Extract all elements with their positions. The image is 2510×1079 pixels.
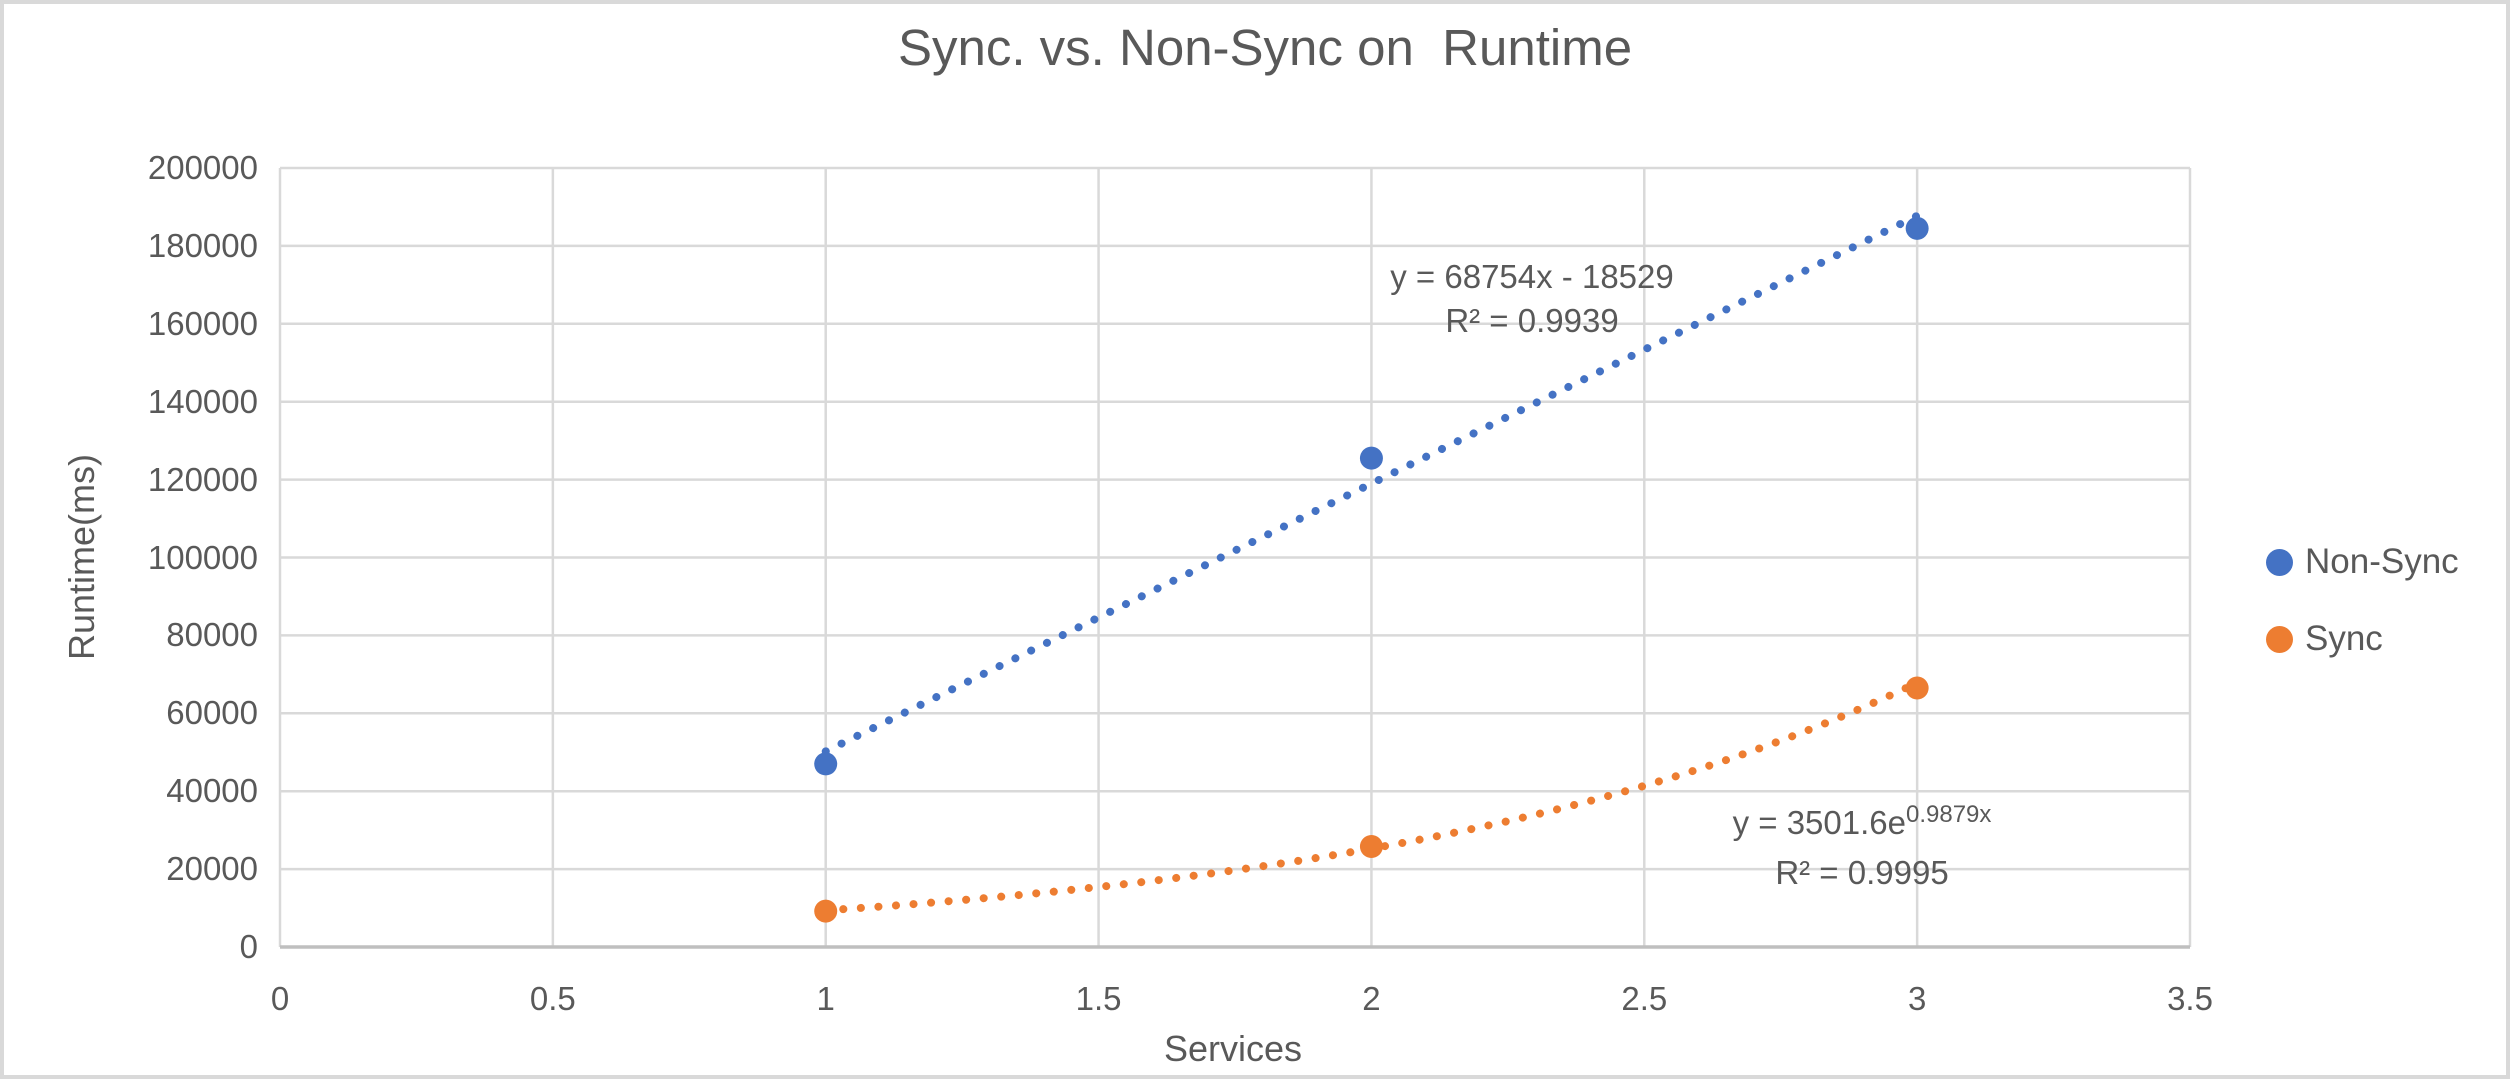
- y-tick-label: 40000: [166, 772, 258, 810]
- y-tick-label: 160000: [147, 304, 258, 342]
- y-tick-label: 100000: [147, 538, 258, 576]
- x-tick-label: 0: [270, 980, 290, 1017]
- trendline-equation-nonsync-line1: y = 68754x - 18529: [1390, 258, 1674, 295]
- x-tick-label: 1.5: [1075, 980, 1122, 1017]
- legend-item-sync: Sync: [2266, 619, 2383, 659]
- x-tick-label: 2: [1362, 980, 1381, 1017]
- legend-item-nonsync: Non-Sync: [2266, 542, 2459, 582]
- x-tick-label: 2.5: [1621, 980, 1668, 1017]
- x-tick-label: 1: [816, 980, 835, 1017]
- legend-marker-nonsync: [2266, 548, 2293, 576]
- trendline-equation-sync-base: y = 3501.6e: [1732, 804, 1906, 841]
- x-axis-title: Services: [1163, 1028, 1303, 1069]
- y-tick-label: 200000: [147, 149, 258, 186]
- trendline-equation-nonsync: y = 68754x - 18529 R² = 0.9939: [1390, 255, 1673, 343]
- legend-label-nonsync: Non-Sync: [2305, 542, 2459, 581]
- trendline-r2-sync: R² = 0.9995: [1775, 854, 1949, 891]
- y-tick-label: 140000: [147, 382, 258, 420]
- y-tick-label: 80000: [166, 616, 258, 654]
- trendline-equation-sync: y = 3501.6e0.9879x R² = 0.9995: [1733, 800, 1992, 896]
- x-tick-label: 3.5: [2167, 980, 2213, 1017]
- legend-label-sync: Sync: [2305, 619, 2383, 658]
- x-tick-label: 3: [1907, 980, 1927, 1017]
- chart-title: Sync. vs. Non-Sync on Runtime: [897, 19, 1633, 76]
- legend-marker-sync: [2266, 625, 2293, 653]
- trendline-equation-sync-exponent: 0.9879x: [1906, 801, 1992, 828]
- x-tick-label: 0.5: [529, 980, 576, 1017]
- y-tick-label: 180000: [147, 226, 258, 264]
- y-tick-label: 120000: [147, 460, 258, 498]
- y-tick-label: 20000: [166, 850, 258, 888]
- trendline-r2-nonsync: R² = 0.9939: [1445, 302, 1619, 339]
- trendline-equation-sync-line1: y = 3501.6e0.9879x: [1733, 800, 1992, 850]
- y-tick-label: 0: [239, 928, 258, 965]
- y-tick-label: 60000: [166, 694, 258, 732]
